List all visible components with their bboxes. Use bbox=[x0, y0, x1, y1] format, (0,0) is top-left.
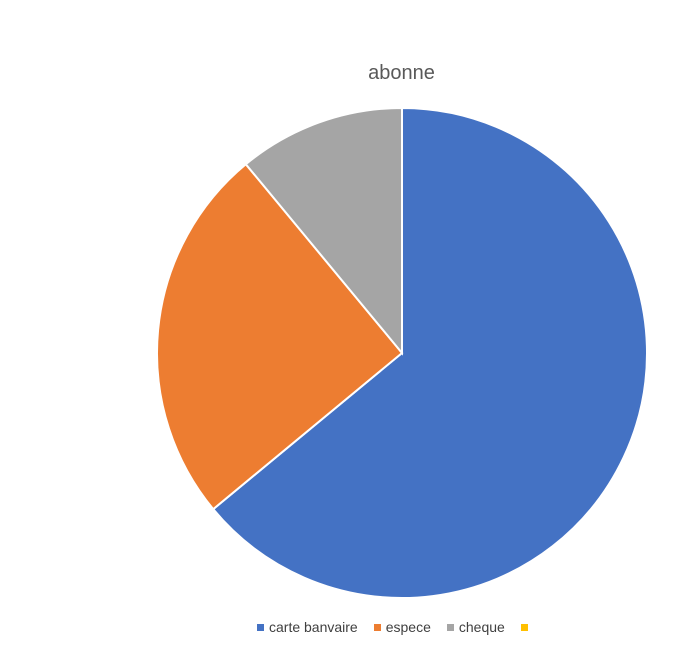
legend-label: espece bbox=[385, 619, 431, 635]
legend-label: carte banvaire bbox=[269, 619, 358, 635]
pie-slice-espece bbox=[156, 162, 404, 511]
legend-swatch bbox=[520, 623, 528, 631]
legend-item: cheque bbox=[446, 619, 505, 635]
legend-item: carte banvaire bbox=[257, 619, 358, 635]
legend-label: cheque bbox=[458, 619, 505, 635]
legend: carte banvaire espece cheque bbox=[257, 619, 549, 635]
legend-swatch bbox=[446, 623, 454, 631]
legend-swatch bbox=[373, 623, 381, 631]
legend-item bbox=[520, 623, 533, 631]
pie-slice-cheque bbox=[244, 106, 403, 356]
legend-item: espece bbox=[373, 619, 431, 635]
chart-title: abonne bbox=[368, 62, 435, 84]
pie-slice-carte-banvaire bbox=[211, 106, 648, 599]
legend-swatch bbox=[257, 623, 264, 631]
